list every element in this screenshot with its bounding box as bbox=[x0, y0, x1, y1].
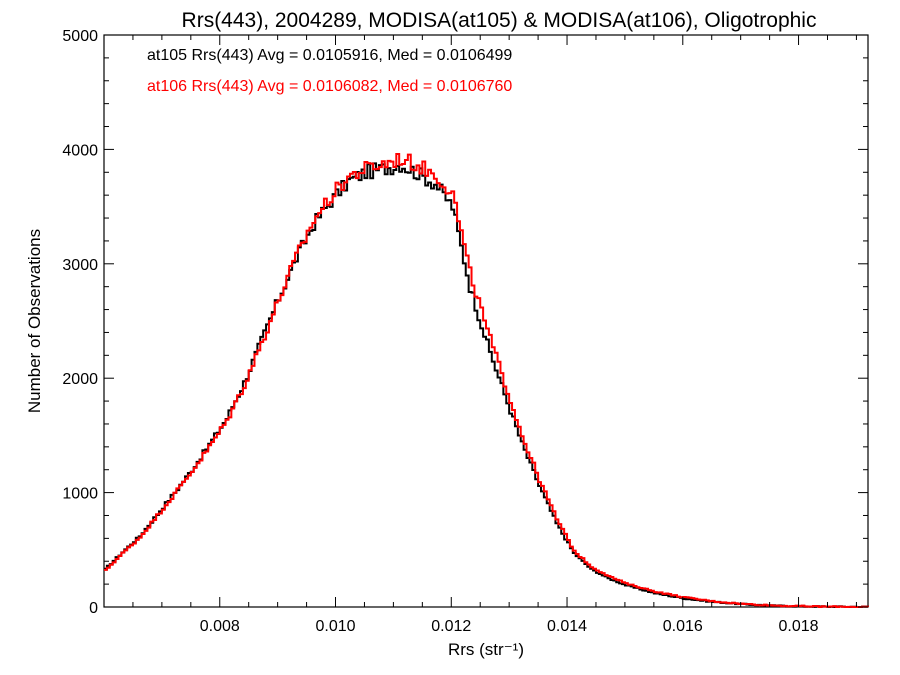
y-axis-label: Number of Observations bbox=[25, 229, 44, 413]
y-tick-label: 4000 bbox=[62, 142, 98, 159]
y-tick-label: 0 bbox=[89, 600, 98, 617]
series-line-at106 bbox=[104, 152, 869, 608]
plot-frame bbox=[103, 34, 869, 608]
x-axis-label: Rrs (str⁻¹) bbox=[448, 640, 524, 659]
series-layer bbox=[104, 152, 869, 608]
y-tick-label: 3000 bbox=[62, 257, 98, 274]
x-tick-label: 0.010 bbox=[315, 618, 355, 635]
x-tick-label: 0.008 bbox=[200, 618, 240, 635]
x-tick-label: 0.012 bbox=[431, 618, 471, 635]
legend-entry-at105: at105 Rrs(443) Avg = 0.0105916, Med = 0.… bbox=[147, 47, 512, 64]
legend-entry-at106: at106 Rrs(443) Avg = 0.0106082, Med = 0.… bbox=[147, 78, 512, 95]
y-tick-label: 5000 bbox=[62, 28, 98, 45]
y-tick-label: 1000 bbox=[62, 486, 98, 503]
ticks-layer: 0.008 0.010 0.012 0.014 0.016 0.018 0 1000 2000 3… bbox=[62, 28, 868, 635]
chart-title: Rrs(443), 2004289, MODISA(at105) & MODIS… bbox=[182, 9, 817, 32]
x-tick-label: 0.018 bbox=[779, 618, 819, 635]
y-tick-label: 2000 bbox=[62, 371, 98, 388]
x-tick-label: 0.016 bbox=[663, 618, 703, 635]
series-line-at105 bbox=[104, 162, 869, 608]
x-tick-label: 0.014 bbox=[547, 618, 587, 635]
